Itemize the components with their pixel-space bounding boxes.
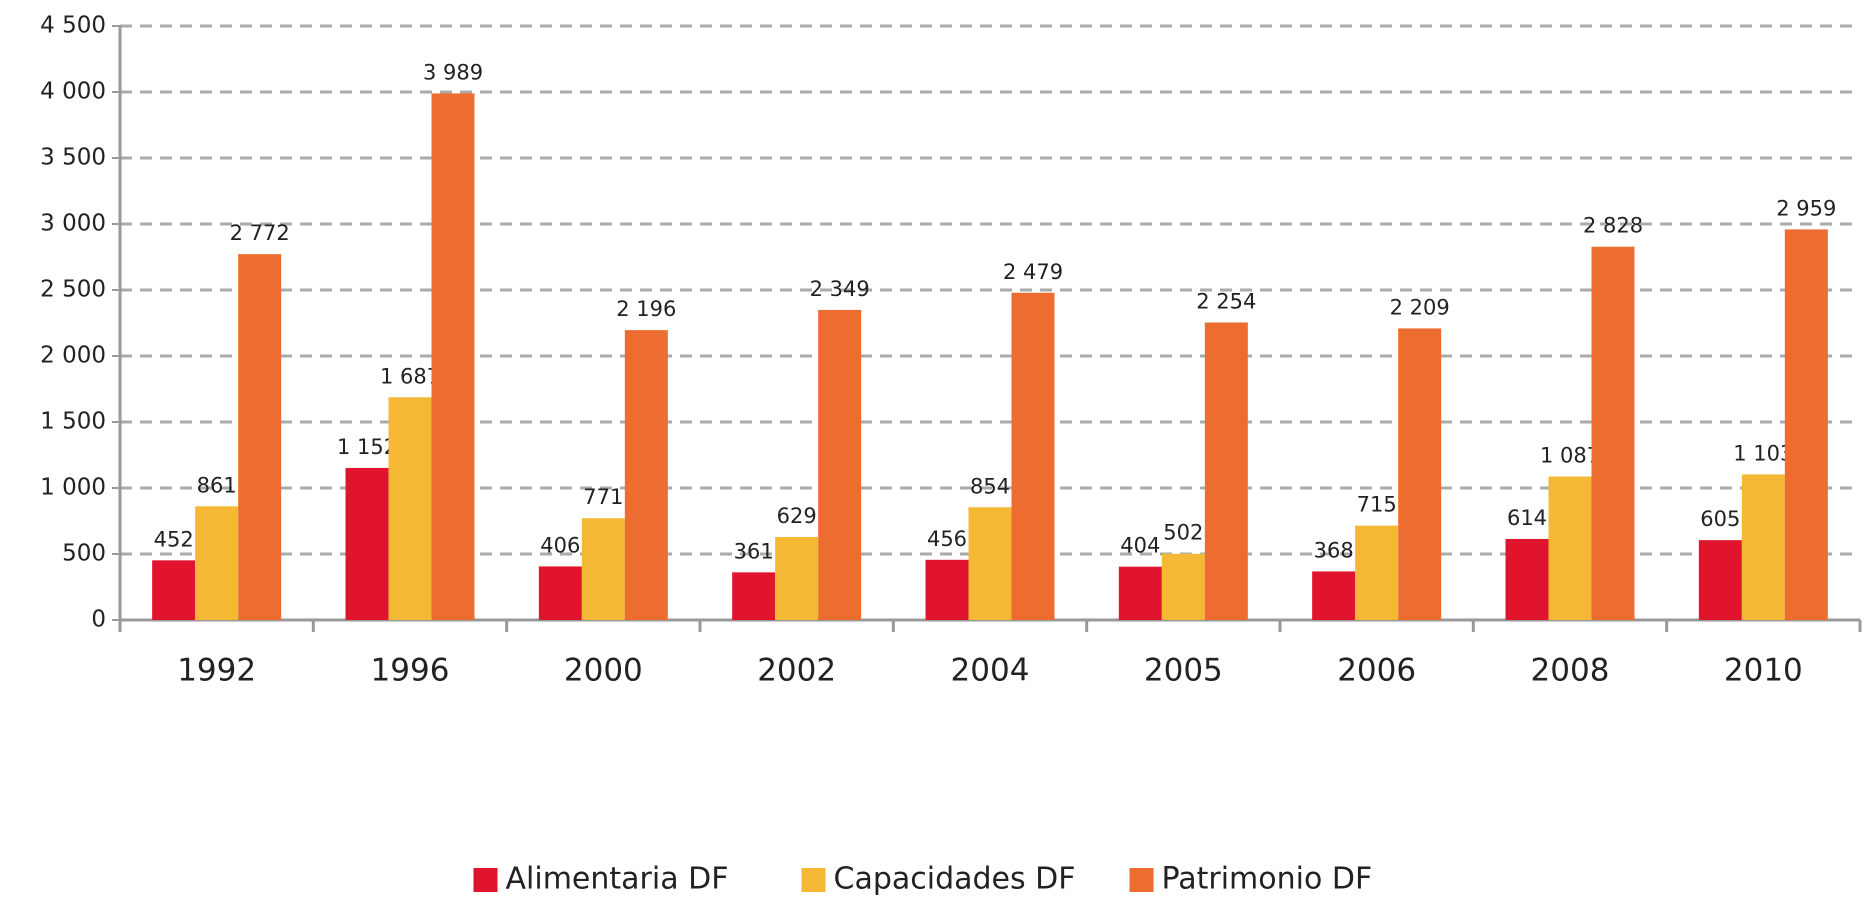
y-tick-label: 1 000	[40, 475, 106, 501]
data-label: 361	[734, 539, 774, 563]
bar	[238, 254, 282, 620]
bar	[775, 536, 819, 620]
data-label: 452	[154, 527, 194, 551]
bar	[1505, 538, 1549, 620]
x-tick-label: 2006	[1337, 653, 1416, 689]
bar	[1698, 540, 1742, 620]
legend-label: Patrimonio DF	[1162, 862, 1373, 897]
bar	[1355, 525, 1399, 620]
x-tick-label: 2004	[951, 653, 1030, 689]
bar	[1741, 474, 1785, 620]
y-tick-label: 2 000	[40, 343, 106, 369]
bar	[538, 566, 582, 620]
y-tick-label: 2 500	[40, 277, 106, 303]
data-label: 2 254	[1196, 289, 1256, 313]
legend-label: Alimentaria DF	[506, 862, 729, 897]
bar	[581, 518, 625, 620]
data-label: 368	[1314, 538, 1354, 562]
data-label: 2 349	[810, 277, 870, 301]
bar	[388, 397, 432, 620]
bar	[1118, 566, 1162, 620]
y-tick-label: 3 000	[40, 211, 106, 237]
bar	[152, 560, 196, 620]
data-label: 2 828	[1583, 214, 1643, 238]
bar	[1398, 328, 1442, 620]
data-label: 2 772	[230, 221, 290, 245]
data-label: 854	[970, 474, 1010, 498]
bar	[624, 330, 668, 620]
legend-swatch	[801, 868, 826, 892]
y-tick-label: 4 000	[40, 79, 106, 105]
y-tick-label: 500	[62, 541, 106, 567]
y-tick-label: 3 500	[40, 145, 106, 171]
x-tick-label: 2005	[1144, 653, 1223, 689]
data-label: 771	[583, 485, 623, 509]
y-tick-label: 1 500	[40, 409, 106, 435]
bar	[431, 93, 475, 620]
x-tick-label: 2008	[1531, 653, 1610, 689]
bar	[195, 506, 239, 620]
x-tick-label: 1996	[371, 653, 450, 689]
bar	[1784, 229, 1828, 621]
x-tick-label: 2010	[1724, 653, 1803, 689]
legend-label: Capacidades DF	[834, 862, 1076, 897]
bar	[818, 309, 862, 620]
bar	[1011, 292, 1055, 620]
data-label: 502	[1163, 521, 1203, 545]
data-label: 1 087	[1540, 444, 1600, 468]
bar	[925, 559, 969, 620]
x-tick-label: 1992	[177, 653, 256, 689]
data-label: 1 152	[337, 435, 397, 459]
data-label: 2 959	[1776, 196, 1836, 220]
data-label: 2 209	[1390, 295, 1450, 319]
legend-swatch	[473, 868, 498, 892]
data-label: 456	[927, 527, 967, 551]
data-label: 2 479	[1003, 260, 1063, 284]
data-label: 2 196	[616, 297, 676, 321]
data-label: 3 989	[423, 60, 483, 84]
data-label: 605	[1700, 507, 1740, 531]
y-tick-label: 0	[91, 607, 106, 633]
bar	[1161, 553, 1205, 620]
bar	[1548, 476, 1592, 620]
x-tick-label: 2002	[757, 653, 836, 689]
data-label: 629	[777, 504, 817, 528]
data-label: 715	[1357, 493, 1397, 517]
y-tick-label: 4 500	[40, 13, 106, 39]
data-label: 861	[197, 473, 237, 497]
legend-swatch	[1129, 868, 1154, 892]
bar	[968, 507, 1012, 620]
bar	[1312, 571, 1356, 620]
data-label: 1 103	[1733, 441, 1793, 465]
data-label: 1 687	[380, 364, 440, 388]
data-label: 404	[1120, 534, 1160, 558]
bar	[1204, 322, 1248, 620]
data-label: 614	[1507, 506, 1547, 530]
bar	[1591, 246, 1635, 621]
x-tick-label: 2000	[564, 653, 643, 689]
bar	[345, 467, 389, 620]
bar	[732, 572, 776, 620]
data-label: 406	[540, 533, 580, 557]
